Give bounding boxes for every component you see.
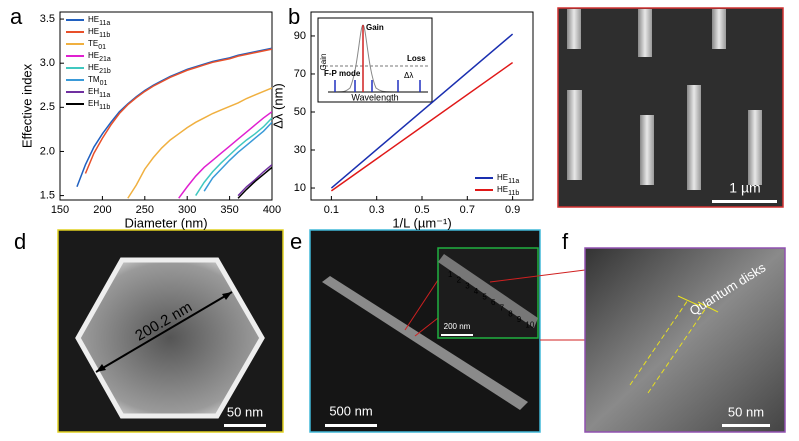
x-tick-label: 300 <box>178 204 196 216</box>
panel-label: b <box>288 4 300 29</box>
panel-label: f <box>562 229 569 254</box>
y-tick-label: 2.5 <box>40 101 55 113</box>
x-axis-label: Diameter (nm) <box>124 215 207 230</box>
legend-label: EH11a <box>88 87 110 99</box>
inset-text: Wavelength <box>351 92 398 102</box>
y-tick-label: 70 <box>294 68 306 80</box>
scale-label: 500 nm <box>329 403 372 418</box>
legend-label: HE11b <box>497 185 519 197</box>
scale-label: 200 nm <box>444 322 471 331</box>
disk-number: 10 <box>525 321 534 330</box>
y-tick-label: 90 <box>294 30 306 42</box>
x-tick-label: 150 <box>51 204 69 216</box>
y-tick-label: 10 <box>294 182 306 194</box>
x-axis-label: 1/L (µm⁻¹) <box>392 215 451 230</box>
plot-frame <box>59 11 273 201</box>
disk-number: 9 <box>517 315 522 324</box>
y-tick-label: 2.0 <box>40 145 55 157</box>
series-line <box>76 47 272 188</box>
x-tick-label: 400 <box>263 204 281 216</box>
scale-label: 50 nm <box>728 404 764 419</box>
sem-image-c: 1 µm <box>557 7 784 208</box>
disk-number: 6 <box>491 298 496 307</box>
sem-image-d: 200.2 nm 50 nm <box>57 229 284 433</box>
x-tick-label: 0.9 <box>505 204 520 216</box>
inset-text: Gain <box>319 54 328 71</box>
y-tick-label: 1.5 <box>40 189 55 201</box>
x-tick-label: 250 <box>136 204 154 216</box>
scale-label: 1 µm <box>729 180 760 196</box>
legend-label: HE11a <box>88 15 110 27</box>
series-line <box>203 121 272 192</box>
series-line <box>195 117 272 196</box>
y-tick-label: 30 <box>294 144 306 156</box>
disk-number: 5 <box>482 293 487 302</box>
scale-label: 50 nm <box>227 404 263 419</box>
x-tick-label: 0.3 <box>369 204 384 216</box>
legend-label: TE01 <box>88 39 106 51</box>
panel-label: d <box>14 229 26 254</box>
x-tick-label: 0.5 <box>414 204 429 216</box>
x-tick-label: 350 <box>220 204 238 216</box>
legend-label: HE11a <box>497 173 519 185</box>
inset-text: Δλ <box>404 71 413 80</box>
y-tick-label: 3.5 <box>40 13 55 25</box>
x-tick-label: 200 <box>93 204 111 216</box>
series-line <box>330 33 514 189</box>
disk-number: 7 <box>500 304 505 313</box>
y-axis-label: Effective index <box>19 63 34 148</box>
legend-label: HE21b <box>88 63 111 75</box>
sem-image-f: Quantum disks 50 nm <box>489 247 786 433</box>
legend-label: TM01 <box>88 75 107 87</box>
legend-label: HE21a <box>88 51 111 63</box>
legend-label: HE11b <box>88 27 110 39</box>
disk-number: 2 <box>457 276 462 285</box>
panel-label: e <box>290 229 302 254</box>
series-line <box>127 87 272 199</box>
inset-text: Gain <box>366 23 384 32</box>
x-tick-label: 0.1 <box>324 204 339 216</box>
series-line <box>237 164 272 197</box>
inset-text: F-P mode <box>324 69 361 78</box>
plot-lines <box>76 47 272 199</box>
disk-number: 4 <box>474 287 479 296</box>
panel-label: a <box>10 4 23 29</box>
series-line <box>330 61 514 192</box>
disk-number: 3 <box>465 281 470 290</box>
disk-number: 8 <box>508 309 513 318</box>
x-tick-label: 0.7 <box>460 204 475 216</box>
legend-label: EH11b <box>88 99 110 111</box>
y-axis-label: Δλ (nm) <box>270 83 285 129</box>
y-tick-label: 50 <box>294 106 306 118</box>
inset-diagram: Gain Loss F-P mode Δλ Wavelength Gain <box>317 17 433 103</box>
inset-text: Loss <box>407 54 426 63</box>
disk-number: 1 <box>448 270 453 279</box>
plot-lines <box>330 33 514 192</box>
y-tick-label: 3.0 <box>40 57 55 69</box>
series-line <box>84 48 272 174</box>
series-line <box>178 111 272 199</box>
series-line <box>237 166 272 199</box>
